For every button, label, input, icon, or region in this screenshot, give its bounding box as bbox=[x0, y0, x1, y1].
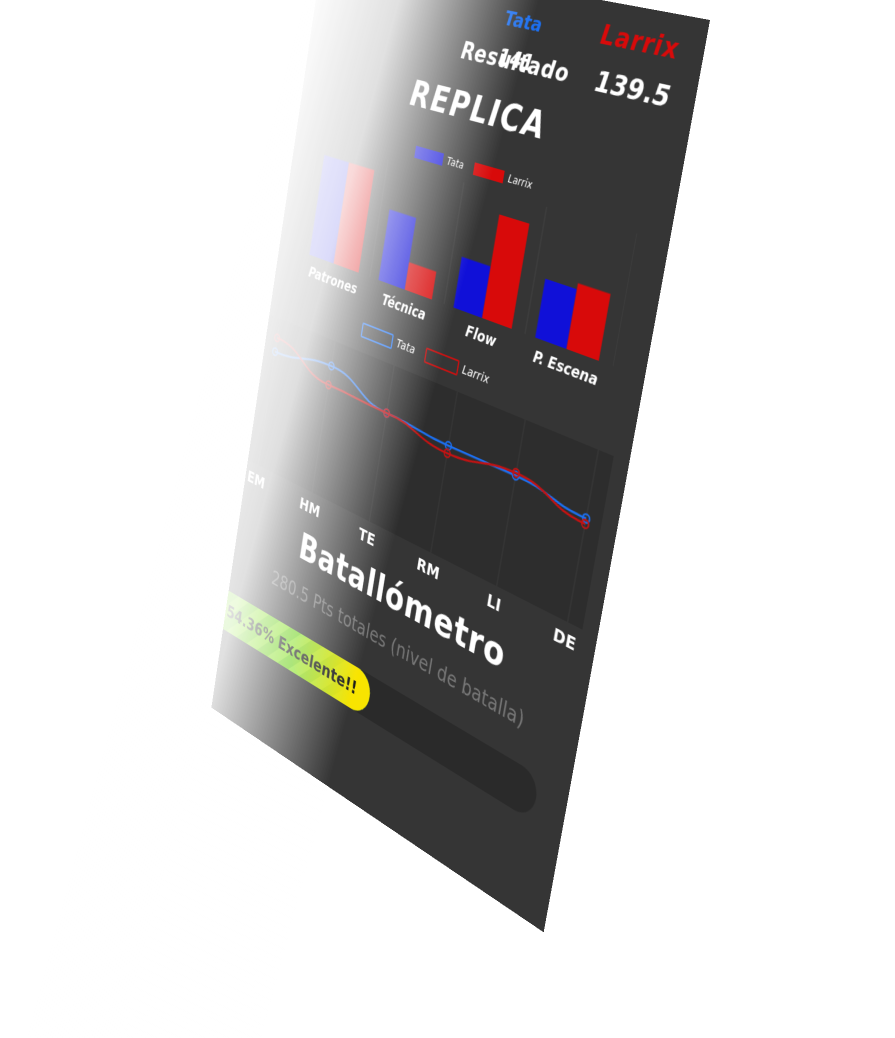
bar-category-label: Técnica bbox=[381, 291, 427, 324]
bar-category-label: Flow bbox=[464, 322, 497, 351]
line-category-label: HM bbox=[298, 493, 321, 522]
fighter-right-name: Larrix bbox=[598, 18, 682, 67]
header-right: Larrix bbox=[598, 18, 681, 66]
line-category-label: RM bbox=[415, 554, 441, 585]
line-legend-label-larrix: Larrix bbox=[461, 362, 491, 388]
bar-larrix-1[interactable] bbox=[404, 262, 437, 300]
line-category-label: EM bbox=[246, 467, 266, 494]
line-legend-label-tata: Tata bbox=[395, 336, 416, 358]
legend-swatch-tata bbox=[414, 145, 445, 166]
result-value: 139.5 bbox=[592, 64, 674, 116]
results-card: Tata Larrix 141 Resultado 139.5 REPLICA … bbox=[211, 0, 710, 933]
bar-grid-line bbox=[613, 234, 637, 367]
legend-item-tata[interactable]: Tata bbox=[414, 145, 465, 172]
legend-swatch-larrix bbox=[473, 162, 506, 184]
result-label: Resultado bbox=[459, 37, 572, 90]
line-category-label: TE bbox=[357, 524, 376, 551]
legend-label-tata: Tata bbox=[445, 154, 465, 172]
line-category-label: DE bbox=[552, 624, 578, 656]
fighter-left-name: Tata bbox=[502, 7, 544, 38]
line-category-label: LI bbox=[485, 590, 502, 617]
legend-label-larrix: Larrix bbox=[507, 172, 534, 192]
